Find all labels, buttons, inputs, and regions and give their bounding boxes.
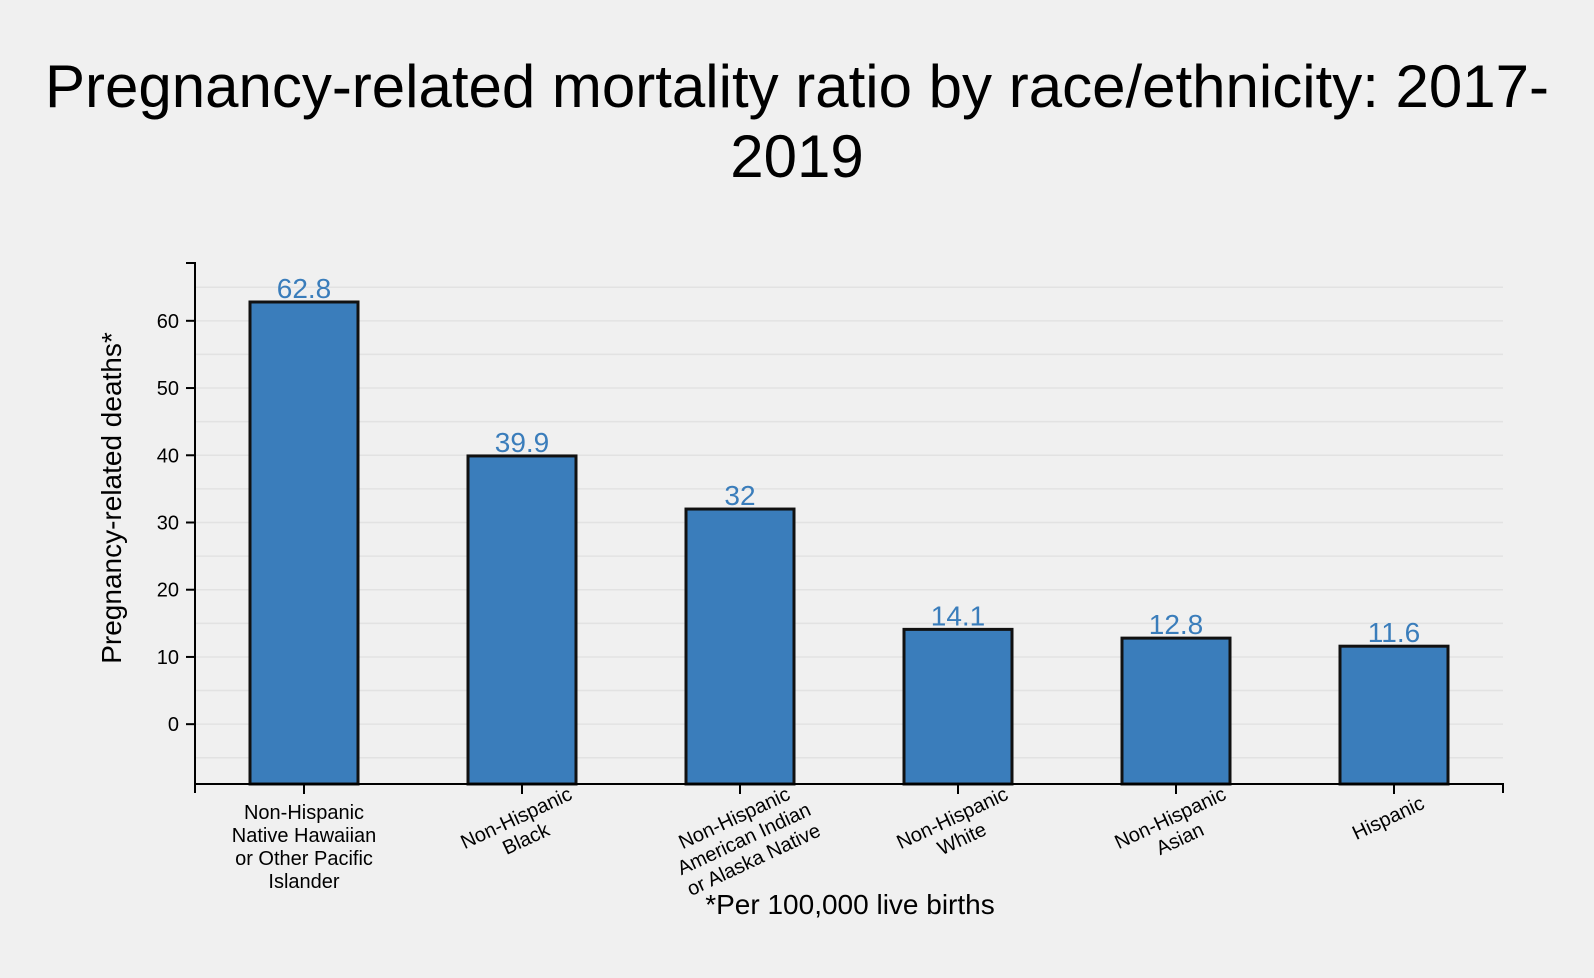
bar: [466, 454, 578, 786]
bars: [248, 300, 1450, 786]
x-axis: Non-Hispanic Native Hawaiian or Other Paci…: [194, 778, 1504, 901]
gridlines: [195, 286, 1503, 759]
x-tick-label: Hispanic: [1349, 792, 1428, 844]
bar: [684, 507, 796, 786]
bar: [902, 627, 1014, 786]
bar: [1338, 644, 1450, 786]
bar: [1120, 636, 1232, 786]
y-tick-label: 20: [157, 580, 179, 602]
chart-title-line-2: 2019: [730, 123, 864, 190]
y-axis-line: [186, 262, 196, 784]
bar-value-label: 62.8: [277, 273, 332, 304]
bar-value-label: 12.8: [1149, 609, 1204, 640]
x-tick-label: Non-HispanicAsian: [1111, 783, 1239, 875]
x-tick-label: Non-HispanicWhite: [893, 783, 1021, 875]
x-tick-label: Non-HispanicBlack: [457, 783, 585, 875]
y-tick-label: 50: [157, 378, 179, 400]
y-tick-label: 0: [168, 714, 179, 736]
bar-value-label: 32: [724, 480, 755, 511]
y-tick-label: 30: [157, 512, 179, 534]
x-axis-line: [194, 783, 1504, 793]
chart-title: Pregnancy-related mortality ratio by rac…: [0, 52, 1594, 192]
value-labels: 62.8 39.9 32 14.1 12.8 11.6: [277, 273, 1420, 648]
y-axis-label: Pregnancy-related deaths*: [96, 332, 127, 664]
chart-title-line-1: Pregnancy-related mortality ratio by rac…: [44, 53, 1550, 120]
bar: [248, 300, 360, 786]
x-tick-label: Non-Hispanic Native Hawaiian or Other Paci…: [232, 802, 377, 893]
footnote: *Per 100,000 live births: [705, 889, 995, 920]
y-tick-label: 10: [157, 647, 179, 669]
y-tick-label: 60: [157, 311, 179, 333]
bar-value-label: 14.1: [931, 600, 986, 631]
bar-value-label: 11.6: [1368, 617, 1420, 648]
y-axis: 0 10 20 30 40 50 60: [157, 262, 196, 784]
y-tick-label: 40: [157, 445, 179, 467]
x-tick-label: Non-HispanicAmerican Indianor Alaska Nat…: [664, 778, 824, 901]
bar-value-label: 39.9: [495, 427, 550, 458]
